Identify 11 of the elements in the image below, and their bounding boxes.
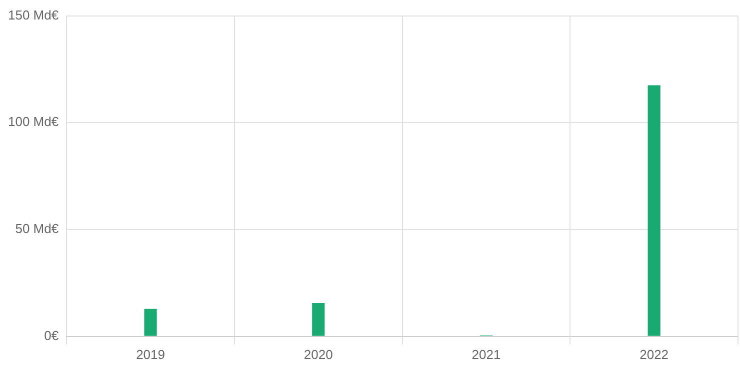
x-tick-label: 2020 xyxy=(304,346,333,362)
y-tick-label: 0€ xyxy=(44,328,60,343)
bar xyxy=(648,85,660,336)
x-tick-label: 2021 xyxy=(472,346,501,362)
bar xyxy=(312,303,325,336)
bar xyxy=(144,308,157,336)
x-tick-label: 2022 xyxy=(640,346,669,362)
y-tick-label: 150 Md€ xyxy=(8,7,60,22)
y-tick-label: 100 Md€ xyxy=(8,114,60,130)
x-tick-label: 2019 xyxy=(136,346,165,362)
y-tick-label: 50 Md€ xyxy=(15,221,60,236)
